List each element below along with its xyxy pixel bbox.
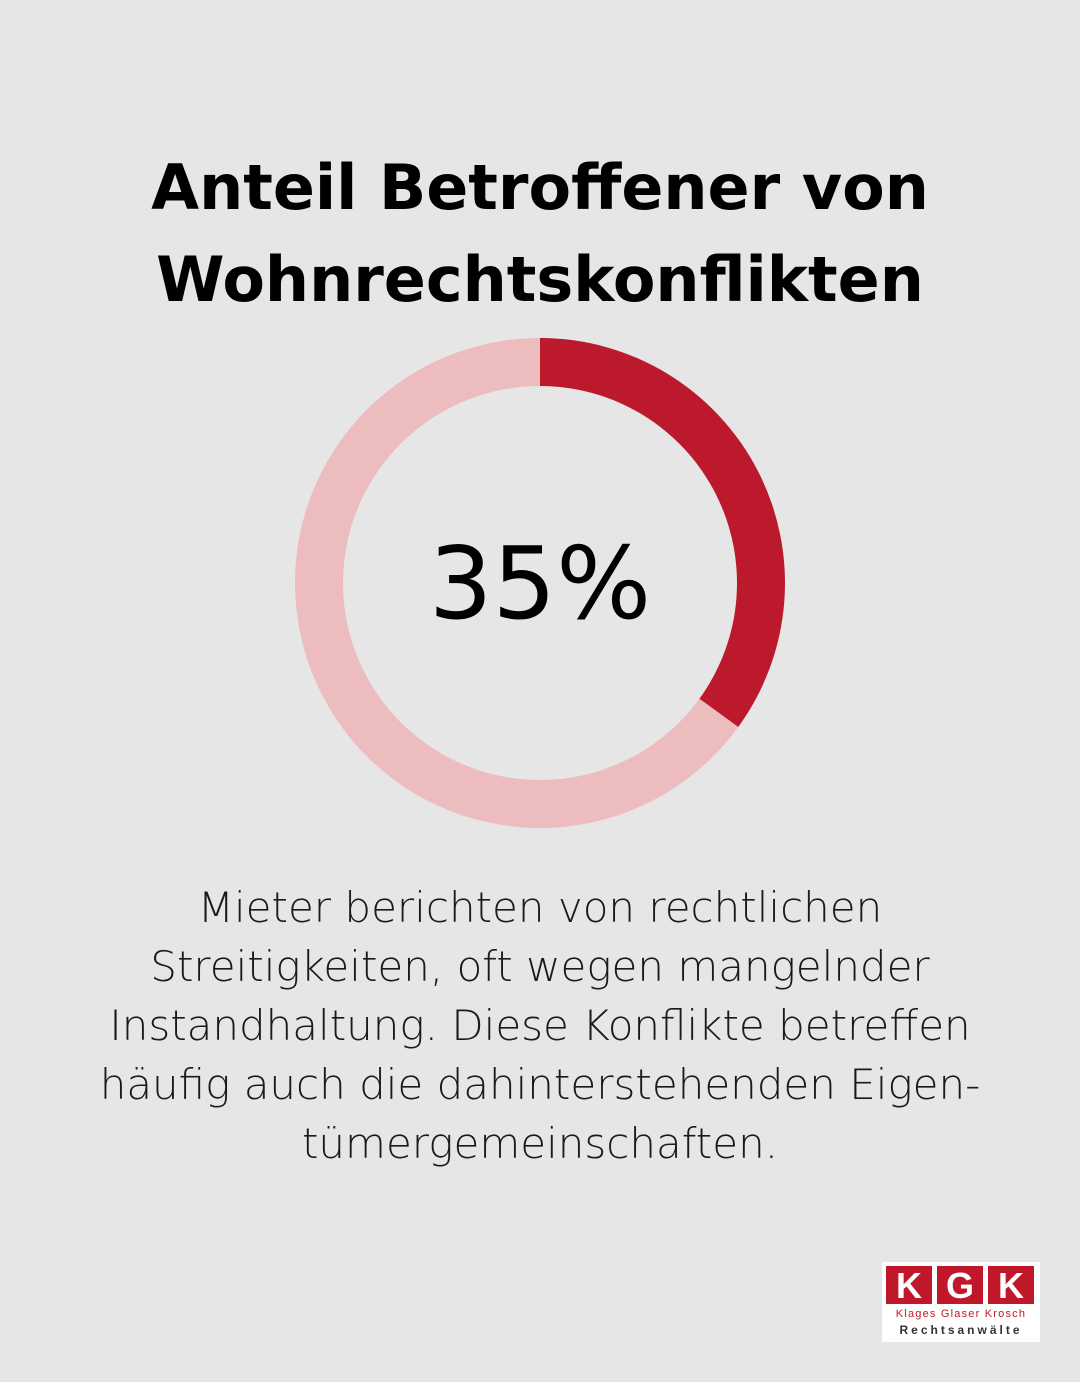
description: Mieter berichten von rechtlichen Streiti…: [60, 878, 1020, 1173]
description-line-1: Mieter berichten von rechtlichen: [197, 883, 883, 932]
donut-slice-highlight: [540, 338, 785, 728]
description-line-4: häufig auch die dahinterstehenden Eigen-: [99, 1060, 981, 1109]
kgk-logo: K G K Klages Glaser Krosch Rechtsanwälte: [882, 1262, 1040, 1342]
title-line-1: Anteil Betroffener von: [151, 150, 929, 224]
title-line-2: Wohnrechtskonflikten: [156, 242, 924, 316]
description-line-2: Streitigkeiten, oft wegen mangelnder: [150, 942, 930, 991]
logo-firm-name: Klages Glaser Krosch: [895, 1308, 1027, 1320]
logo-letter-k1: K: [886, 1266, 932, 1305]
page-title: Anteil Betroffener von Wohnrechtskonflik…: [0, 142, 1080, 326]
donut-chart: 35%: [295, 338, 785, 828]
logo-letter-k2: K: [988, 1266, 1034, 1305]
donut-center-label: 35%: [429, 525, 651, 642]
logo-subtitle: Rechtsanwälte: [899, 1323, 1023, 1337]
description-line-5: tümergemeinschaften.: [301, 1119, 779, 1168]
description-line-3: Instandhaltung. Diese Konflikte betreffe…: [109, 1001, 971, 1050]
logo-letters: K G K: [886, 1266, 1034, 1305]
logo-letter-g: G: [937, 1266, 983, 1305]
